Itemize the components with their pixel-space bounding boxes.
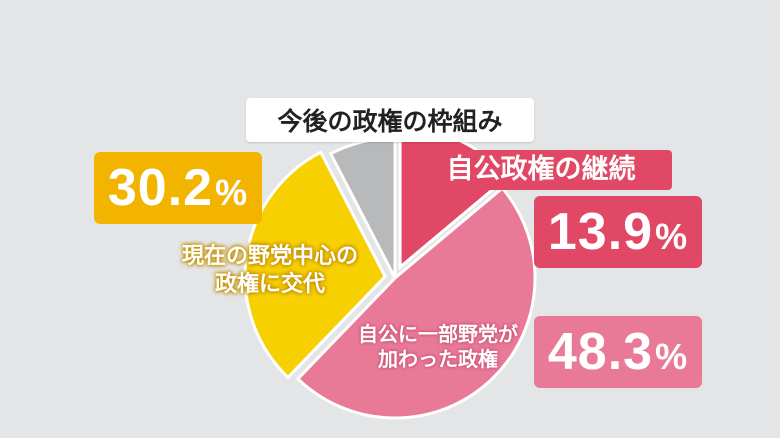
slice-label-coalition-line2: 加わった政権 [378,347,498,371]
percent-unit: % [655,336,689,377]
pie-slice-opposition-led [243,150,387,380]
pie-slice-coalition-expanded [295,185,537,420]
slice-label-opposition-line2: 政権に交代 [214,271,325,297]
slice-label-continuation-text: 自公政権の継続 [446,154,636,186]
slice-label-opposition-line1: 現在の野党中心の [181,244,358,269]
percent-unit: % [655,216,689,257]
slice-label-opposition-led: 現在の野党中心の 政権に交代 [150,243,390,298]
percent-value-continuation: 13.9 [547,203,654,261]
percent-badge-opposition-led: 30.2% [94,152,262,224]
percent-unit: % [215,172,249,213]
percent-value-opposition-led: 30.2 [107,159,214,217]
chart-title: 今後の政権の枠組み [246,98,534,142]
slice-label-coalition-expanded: 自公に一部野党が 加わった政権 [338,322,538,372]
slice-label-continuation: 自公政権の継続 [410,150,672,190]
chart-title-text: 今後の政権の枠組み [277,107,503,136]
percent-badge-continuation: 13.9% [534,196,702,268]
slice-label-coalition-line1: 自公に一部野党が [358,322,518,346]
percent-value-coalition-expanded: 48.3 [547,323,654,381]
percent-badge-coalition-expanded: 48.3% [534,316,702,388]
